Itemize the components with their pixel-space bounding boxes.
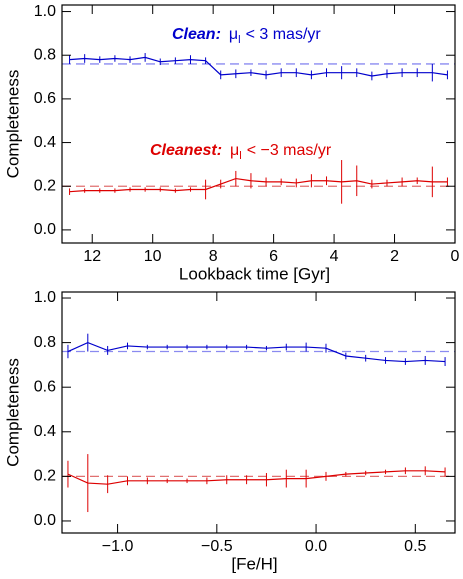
y-tick-label: 0.0: [34, 221, 56, 238]
x-tick-label: 0: [451, 248, 460, 265]
annotation: Clean: μl < 3 mas/yr: [172, 26, 321, 46]
x-tick-label: 10: [144, 248, 162, 265]
y-tick-label: 0.4: [34, 134, 56, 151]
x-tick-label: 6: [269, 248, 278, 265]
annotation-subscript: l: [238, 34, 240, 46]
y-tick-label: 1.0: [34, 289, 56, 306]
y-tick-label: 1.0: [34, 3, 56, 20]
series-line: [69, 177, 448, 193]
annotation: Cleanest: μl < −3 mas/yr: [150, 142, 332, 162]
series-line: [69, 56, 448, 77]
x-tick-label: 12: [83, 248, 101, 265]
annotation-subscript: l: [239, 150, 241, 162]
y-tick-label: 0.6: [34, 378, 56, 395]
series-line: [67, 341, 446, 363]
y-tick-label: 0.8: [34, 334, 56, 351]
annotation-symbol: μ: [229, 26, 238, 43]
x-tick-label: 8: [209, 248, 218, 265]
annotation-label: Cleanest:: [150, 142, 222, 159]
x-tick-label: −0.5: [201, 538, 233, 555]
x-tick-label: −1.0: [102, 538, 134, 555]
y-axis-label: Completeness: [3, 358, 22, 467]
y-tick-label: 0.4: [34, 423, 56, 440]
y-tick-label: 0.2: [34, 177, 56, 194]
x-axis-label: Lookback time [Gyr]: [179, 264, 330, 283]
annotation-symbol: μ: [230, 142, 239, 159]
y-tick-label: 0.6: [34, 90, 56, 107]
x-tick-label: 2: [390, 248, 399, 265]
annotation-condition: < −3 mas/yr: [247, 142, 332, 159]
annotation-condition: < 3 mas/yr: [246, 26, 322, 43]
y-tick-label: 0.2: [34, 468, 56, 485]
plot-frame: [61, 4, 456, 244]
x-tick-label: 0.0: [305, 538, 327, 555]
series-line: [67, 470, 446, 485]
x-axis-label: [Fe/H]: [231, 554, 277, 573]
y-axis-label: Completeness: [3, 70, 22, 179]
annotation-label: Clean:: [172, 26, 221, 43]
y-tick-label: 0.8: [34, 46, 56, 63]
plot-frame: [61, 291, 456, 534]
y-tick-label: 0.0: [34, 512, 56, 529]
x-tick-label: 4: [330, 248, 339, 265]
x-tick-label: 0.5: [404, 538, 426, 555]
